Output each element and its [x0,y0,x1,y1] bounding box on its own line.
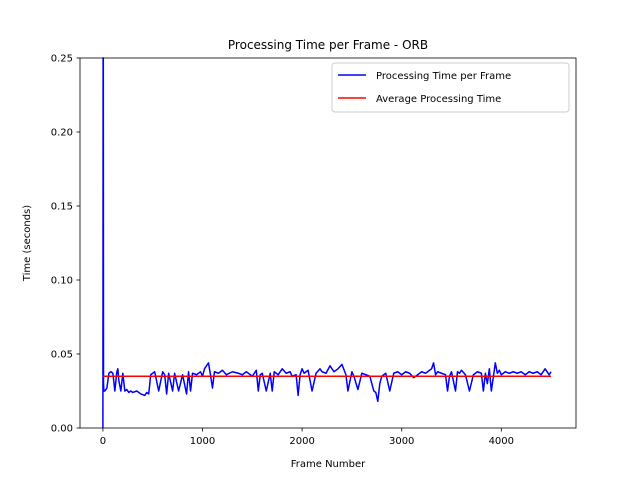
y-tick-label: 0.25 [51,54,73,65]
y-tick-label: 0.00 [51,424,73,435]
series-processing-time-line [102,57,552,429]
y-axis-title: Time (seconds) [22,205,33,282]
y-tick-label: 0.20 [51,128,73,139]
y-tick-label: 0.10 [51,276,73,287]
plot-frame [79,57,577,429]
chart-title: Processing Time per Frame - ORB [228,38,428,52]
y-tick-label: 0.05 [51,350,73,361]
y-axis: 0.00 0.05 0.10 0.15 0.20 0.25 [51,54,80,435]
x-tick-label: 1000 [190,436,215,447]
series-layer [102,57,552,429]
legend-label-processing-time: Processing Time per Frame [376,71,511,82]
x-axis: 0 1000 2000 3000 4000 [100,428,514,447]
x-axis-title: Frame Number [291,459,366,470]
legend-box [331,62,570,113]
x-tick-label: 2000 [289,436,314,447]
y-tick-label: 0.15 [51,202,73,213]
plot-area [80,58,576,428]
x-tick-label: 4000 [489,436,514,447]
x-tick-label: 3000 [389,436,414,447]
x-tick-label: 0 [100,436,106,447]
legend-label-average-time: Average Processing Time [376,94,501,105]
legend: Processing Time per Frame Average Proces… [331,62,570,113]
